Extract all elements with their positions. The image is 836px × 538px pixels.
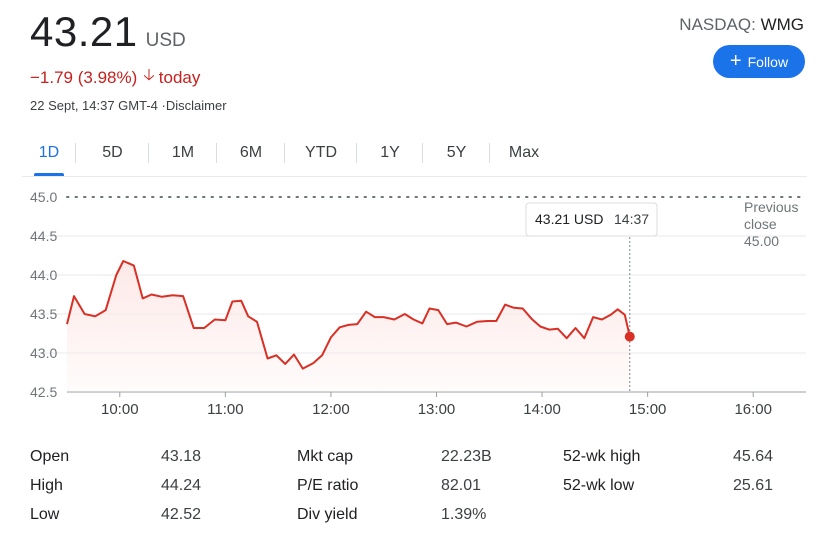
follow-button[interactable]: + Follow	[713, 45, 805, 78]
ticker-symbol: NASDAQ: WMG	[679, 15, 804, 35]
stat-row: Low 42.52 Div yield 1.39%	[30, 500, 790, 529]
tab-1m[interactable]: 1M	[149, 136, 217, 170]
tooltip-price: 43.21 USD	[535, 211, 603, 227]
stat-cell: Low 42.52	[30, 506, 297, 524]
stat-label: 52-wk high	[563, 447, 641, 465]
price-chart[interactable]: 45.0 44.5 44.0 43.5 43.0 42.5 10:00 11:00 12:00 1…	[0, 180, 836, 420]
tab-label: Max	[508, 144, 540, 161]
price-display: 43.21 USD	[30, 8, 186, 56]
stat-cell: P/E ratio 82.01	[297, 477, 563, 495]
tab-label: YTD	[305, 144, 337, 161]
x-tick-label: 12:00	[312, 401, 350, 418]
tab-1d[interactable]: 1D	[22, 136, 76, 176]
tab-max[interactable]: Max	[490, 136, 558, 170]
price-area-fill	[67, 261, 630, 392]
stat-label: High	[30, 476, 63, 494]
y-tick-label: 44.5	[30, 228, 57, 244]
stat-label: Open	[30, 447, 70, 465]
tab-1y[interactable]: 1Y	[357, 136, 423, 170]
tabs-divider	[22, 176, 807, 177]
stat-label: Div yield	[297, 505, 358, 523]
previous-close-label: 45.00	[744, 233, 779, 249]
follow-label: Follow	[747, 53, 789, 70]
tab-5d[interactable]: 5D	[76, 136, 149, 170]
stat-label: Low	[30, 505, 60, 523]
current-price: 43.21	[30, 8, 138, 55]
tab-6m[interactable]: 6M	[217, 136, 285, 170]
tab-5y[interactable]: 5Y	[423, 136, 490, 170]
change-suffix: today	[158, 67, 201, 87]
stat-cell: 52-wk high 45.64	[563, 448, 790, 466]
stat-label: Mkt cap	[297, 447, 354, 465]
y-tick-label: 42.5	[30, 384, 57, 400]
symbol-label: WMG	[760, 15, 804, 34]
previous-close-label: close	[744, 216, 777, 232]
x-tick-label: 15:00	[629, 401, 667, 418]
key-stats-table: Open 43.18 Mkt cap 22.23B 52-wk high 45.64 Hig…	[30, 442, 790, 529]
current-price-dot	[624, 331, 635, 342]
price-currency: USD	[145, 30, 186, 51]
plus-icon: +	[729, 49, 742, 72]
previous-close-label: Previous	[744, 199, 798, 215]
stat-value: 42.52	[161, 505, 202, 523]
stat-label: P/E ratio	[297, 476, 359, 494]
time-range-tabs: 1D 5D 1M 6M YTD 1Y 5Y Max	[22, 136, 558, 176]
stat-value: 44.24	[161, 476, 202, 494]
x-tick-label: 10:00	[101, 401, 139, 418]
y-tick-label: 45.0	[30, 189, 57, 205]
x-tick-label: 14:00	[523, 401, 561, 418]
tab-label: 5Y	[446, 144, 467, 161]
stat-cell: Mkt cap 22.23B	[297, 448, 563, 466]
tooltip-time: 14:37	[614, 211, 649, 227]
stat-cell: Div yield 1.39%	[297, 506, 563, 524]
stat-value: 25.61	[733, 476, 774, 494]
x-tick-label: 13:00	[418, 401, 456, 418]
stat-row: Open 43.18 Mkt cap 22.23B 52-wk high 45.64	[30, 442, 790, 471]
stat-value: 43.18	[161, 447, 202, 465]
x-tick-label: 11:00	[207, 401, 243, 418]
exchange-label: NASDAQ:	[679, 15, 756, 34]
y-tick-label: 43.5	[30, 306, 57, 322]
stat-value: 22.23B	[441, 447, 492, 465]
stat-value: 82.01	[441, 476, 482, 494]
stat-row: High 44.24 P/E ratio 82.01 52-wk low 25.61	[30, 471, 790, 500]
hover-tooltip	[525, 202, 658, 237]
tab-label: 6M	[239, 144, 263, 161]
tab-label: 1Y	[380, 144, 400, 161]
tab-label: 5D	[102, 144, 123, 161]
stat-cell: High 44.24	[30, 477, 297, 495]
arrow-down-icon: 🡣	[143, 67, 155, 84]
price-change: −1.79 (3.98%) 🡣 today	[30, 64, 200, 91]
stat-cell: Open 43.18	[30, 448, 297, 466]
tab-label: 1D	[38, 144, 60, 161]
quote-timestamp[interactable]: 22 Sept, 14:37 GMT-4 ·Disclaimer	[30, 98, 227, 113]
y-tick-label: 44.0	[30, 267, 57, 283]
stat-label: 52-wk low	[563, 476, 635, 494]
stat-cell: 52-wk low 25.61	[563, 477, 790, 495]
y-tick-label: 43.0	[30, 345, 57, 361]
x-tick-label: 16:00	[734, 401, 772, 418]
stat-value: 1.39%	[441, 505, 487, 523]
change-value: −1.79 (3.98%)	[30, 67, 138, 87]
tab-ytd[interactable]: YTD	[285, 136, 357, 170]
price-line	[66, 260, 631, 370]
stat-value: 45.64	[733, 447, 774, 465]
tab-label: 1M	[171, 144, 195, 161]
